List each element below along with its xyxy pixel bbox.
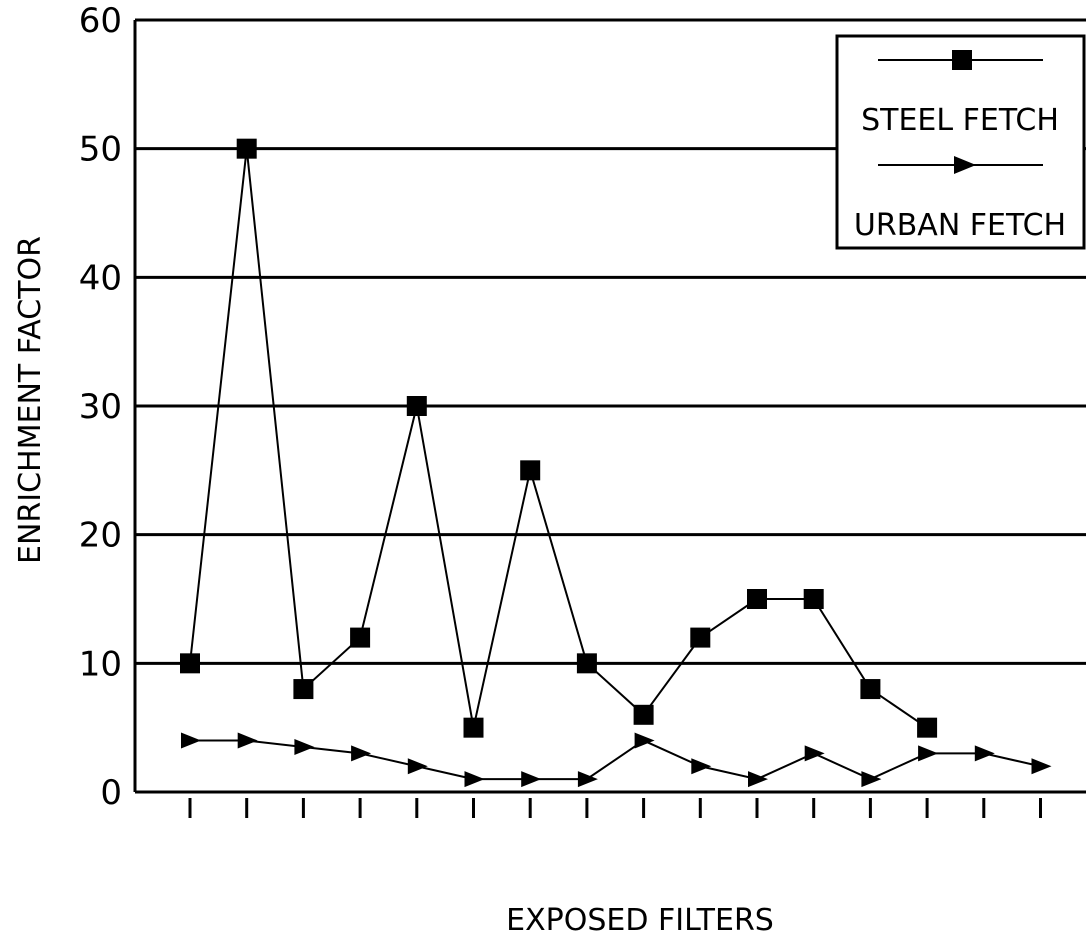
y-tick-label-10: 10	[79, 644, 122, 684]
point-urban-fetch-1	[181, 732, 201, 749]
point-steel-fetch-9	[633, 704, 654, 725]
legend-label-steel: STEEL FETCH	[861, 103, 1059, 138]
point-steel-fetch-13	[860, 679, 881, 700]
point-urban-fetch-7	[521, 771, 542, 788]
y-tick-label-60: 60	[79, 1, 122, 41]
point-steel-fetch-14	[917, 717, 938, 738]
point-urban-fetch-6	[464, 771, 485, 788]
y-tick-label-30: 30	[79, 387, 122, 427]
series-line-urban-fetch	[190, 739, 1041, 781]
x-ticks	[188, 798, 1042, 818]
point-urban-fetch-12	[804, 745, 825, 762]
point-urban-fetch-2	[237, 732, 258, 749]
point-steel-fetch-8	[576, 653, 597, 674]
point-steel-fetch-6	[463, 717, 484, 738]
point-urban-fetch-4	[351, 745, 372, 762]
point-steel-fetch-2	[236, 138, 257, 159]
point-urban-fetch-10	[691, 758, 712, 775]
legend-marker-steel	[952, 50, 972, 70]
point-urban-fetch-15	[974, 745, 995, 762]
point-urban-fetch-11	[748, 771, 768, 788]
point-steel-fetch-4	[350, 627, 371, 648]
legend-marker-urban	[954, 156, 976, 174]
y-tick-labels: 0 10 20 30 40 50 60	[79, 1, 122, 813]
point-urban-fetch-8	[577, 771, 598, 788]
point-steel-fetch-12	[803, 589, 824, 609]
point-urban-fetch-16	[1031, 758, 1052, 775]
point-urban-fetch-14	[918, 745, 939, 762]
point-steel-fetch-11	[747, 589, 767, 609]
point-steel-fetch-1	[180, 653, 200, 674]
point-steel-fetch-3	[293, 679, 314, 700]
point-steel-fetch-5	[406, 396, 427, 416]
point-steel-fetch-7	[520, 460, 541, 481]
point-steel-fetch-10	[690, 627, 711, 648]
x-axis-title: EXPOSED FILTERS	[506, 903, 774, 938]
gridlines	[135, 147, 1086, 665]
legend-box	[835, 34, 1086, 250]
point-urban-fetch-9	[634, 732, 655, 749]
y-tick-label-50: 50	[79, 130, 122, 170]
point-urban-fetch-3	[294, 738, 315, 755]
point-urban-fetch-5	[407, 758, 428, 775]
y-axis-title: ENRICHMENT FACTOR	[13, 236, 48, 564]
legend-label-urban: URBAN FETCH	[854, 208, 1066, 243]
y-tick-label-0: 0	[100, 773, 122, 813]
series	[180, 138, 1052, 788]
y-tick-label-20: 20	[79, 516, 122, 556]
legend: STEEL FETCH URBAN FETCH	[835, 34, 1086, 250]
axes	[133, 18, 1086, 794]
point-urban-fetch-13	[861, 771, 882, 788]
y-tick-label-40: 40	[79, 258, 122, 298]
series-line-steel-fetch	[189, 148, 928, 729]
